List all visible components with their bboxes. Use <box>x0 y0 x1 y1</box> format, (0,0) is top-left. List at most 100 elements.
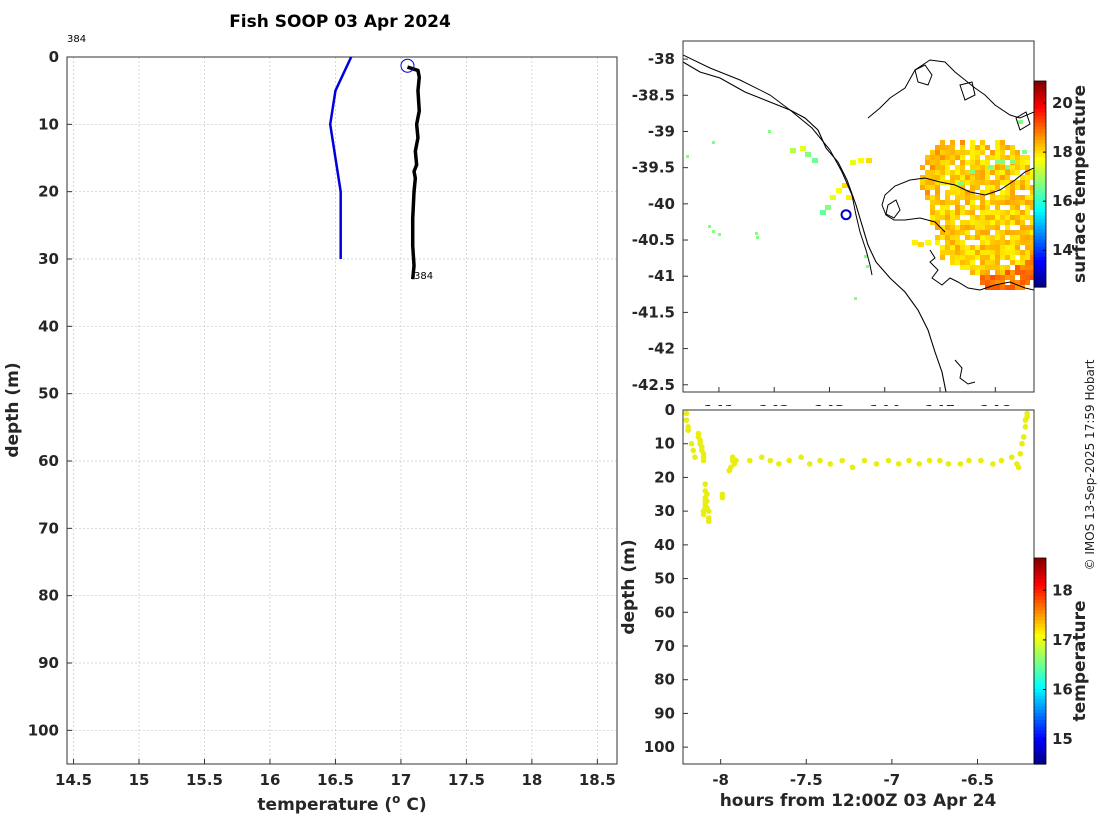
p3-colorbar-segment <box>1034 650 1046 655</box>
p2-sst-pixel <box>1030 175 1034 180</box>
p2-sst-pixel <box>945 190 950 195</box>
p2-sst-pixel <box>985 275 990 280</box>
p3-ytick-label: 60 <box>654 603 675 621</box>
p2-sst-pixel <box>930 215 935 220</box>
p2-sst-pixel <box>1000 140 1005 145</box>
p2-sst-pixel <box>1010 165 1015 170</box>
p3-data-point <box>1024 410 1030 417</box>
p2-sst-pixel <box>1030 255 1034 260</box>
p2-sst-pixel <box>1025 175 1030 180</box>
p2-sst-pixel <box>1015 260 1020 265</box>
p2-sst-pixel <box>965 255 970 260</box>
p2-sst-pixel <box>995 155 1000 160</box>
p1-xtick-label: 18 <box>521 771 542 789</box>
p2-sst-pixel <box>935 235 940 240</box>
p2-sst-pixel <box>950 215 955 220</box>
p2-sst-pixel <box>1030 265 1034 270</box>
p2-sst-pixel <box>965 200 970 205</box>
p2-sst-pixel <box>1025 275 1030 280</box>
p2-sst-pixel <box>955 230 960 235</box>
p2-ytick-label: -40.5 <box>632 231 675 249</box>
p2-sst-pixel <box>975 245 980 250</box>
p2-sst-pixel <box>1005 190 1010 195</box>
p2-sst-pixel <box>935 160 940 165</box>
p2-sst-pixel <box>930 175 935 180</box>
p2-sst-pixel <box>988 165 993 169</box>
p2-sst-pixel <box>930 200 935 205</box>
p3-colorbar-segment <box>1034 609 1046 614</box>
p2-colorbar-segment <box>1034 190 1046 195</box>
p2-colorbar-segment <box>1034 98 1046 103</box>
p2-island <box>1015 111 1031 131</box>
p3-data-point <box>704 498 710 504</box>
p2-ytick-label: -42.5 <box>632 376 675 394</box>
p2-sst-pixel <box>955 155 960 160</box>
p2-sst-pixel <box>960 265 965 270</box>
p2-sst-pixel <box>1010 245 1015 250</box>
p2-colorbar-frame <box>1033 80 1047 288</box>
p3-data-point <box>719 494 726 501</box>
p2-sst-pixel <box>940 175 945 180</box>
p2-sst-pixel <box>985 155 990 160</box>
p2-sst-pixel <box>980 205 985 210</box>
p2-sst-pixel <box>995 210 1000 215</box>
p2-sst-pixel <box>1005 195 1010 200</box>
p2-sst-pixel <box>995 285 1000 290</box>
p2-sst-pixel <box>1000 190 1005 195</box>
p2-sst-pixel <box>985 185 990 190</box>
p2-colorbar-segment <box>1034 101 1046 106</box>
p2-sst-pixel <box>985 200 990 205</box>
p2-sst-pixel <box>965 160 970 165</box>
p3-data-point <box>1008 454 1015 461</box>
p2-sst-pixel <box>995 255 1000 260</box>
p2-sst-pixel <box>950 230 955 235</box>
p2-sst-pixel <box>995 200 1000 205</box>
p2-colorbar-segment <box>1034 135 1046 140</box>
p2-sst-pixel <box>960 195 965 200</box>
p2-sst-pixel <box>842 183 848 188</box>
p2-sst-pixel <box>990 215 995 220</box>
p2-sst-pixel <box>1020 275 1025 280</box>
p3-colorbar-segment <box>1034 636 1046 641</box>
p2-sst-pixel <box>975 230 980 235</box>
p2-sst-pixel <box>1000 180 1005 185</box>
p2-sst-pixel <box>995 225 1000 230</box>
p2-sst-pixel <box>1015 240 1020 245</box>
p2-sst-pixel <box>995 270 1000 275</box>
p1-annotation: 384 <box>67 34 86 45</box>
p2-sst-pixel <box>930 165 935 170</box>
p2-sst-pixel <box>1000 245 1005 250</box>
p2-sst-pixel <box>945 170 950 175</box>
p2-sst-pixel <box>970 220 975 225</box>
p3-colorbar-segment <box>1034 588 1046 593</box>
p2-sst-pixel <box>995 265 1000 270</box>
p2-sst-pixel <box>1000 255 1005 260</box>
p2-sst-pixel <box>950 180 955 185</box>
p3-ytick-label: 100 <box>644 738 675 756</box>
p2-sst-pixel <box>866 158 872 163</box>
p3-data-point <box>728 464 734 471</box>
p2-sst-pixel <box>1020 155 1025 160</box>
p2-sst-pixel <box>1005 230 1010 235</box>
p2-colorbar-segment <box>1034 173 1046 178</box>
p1-axes-frame <box>66 56 618 765</box>
p3-data-point <box>776 461 782 467</box>
p2-sst-pixel <box>960 155 965 160</box>
p2-sst-pixel <box>995 175 1000 180</box>
p2-sst-pixel <box>1020 260 1025 265</box>
p3-colorbar-segment <box>1034 602 1046 607</box>
p2-sst-pixel <box>935 200 940 205</box>
p3-data-point <box>705 518 712 525</box>
p2-colorbar-segment <box>1034 259 1046 264</box>
p2-sst-pixel <box>1030 235 1034 240</box>
p2-sst-pixel <box>950 160 955 165</box>
p2-sst-pixel <box>850 160 856 165</box>
p2-sst-pixel <box>970 175 975 180</box>
p2-sst-pixel <box>940 160 945 165</box>
p2-colorbar-segment <box>1034 184 1046 189</box>
p2-sst-pixel <box>1000 145 1005 150</box>
p2-sst-pixel <box>950 150 955 155</box>
p2-sst-pixel <box>1010 195 1015 200</box>
p2-sst-pixel <box>935 155 940 160</box>
p2-colorbar-segment <box>1034 262 1046 267</box>
